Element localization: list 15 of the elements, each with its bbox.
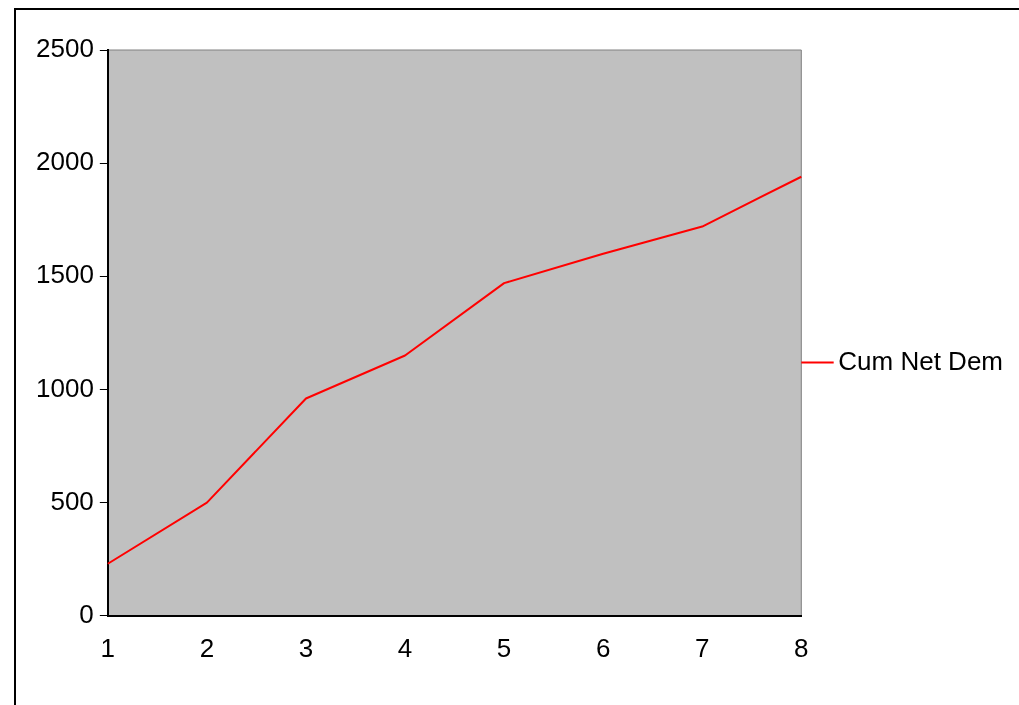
y-tick-label: 0 <box>79 598 94 629</box>
x-tick-label: 1 <box>100 632 116 663</box>
y-tick-label: 1000 <box>36 372 94 403</box>
y-tick-label: 1500 <box>36 259 94 290</box>
y-tick-label: 2500 <box>36 33 94 64</box>
x-tick-label: 7 <box>695 632 710 663</box>
legend-label: Cum Net Dem <box>838 345 1004 376</box>
x-tick-label: 6 <box>595 632 611 663</box>
y-tick-label: 500 <box>50 485 94 516</box>
x-tick-label: 4 <box>397 632 413 663</box>
x-tick-label: 5 <box>496 632 512 663</box>
x-tick-label: 8 <box>794 632 809 663</box>
y-tick-label: 2000 <box>36 146 94 177</box>
x-tick-label: 2 <box>199 632 215 663</box>
x-tick-label: 3 <box>298 632 314 663</box>
